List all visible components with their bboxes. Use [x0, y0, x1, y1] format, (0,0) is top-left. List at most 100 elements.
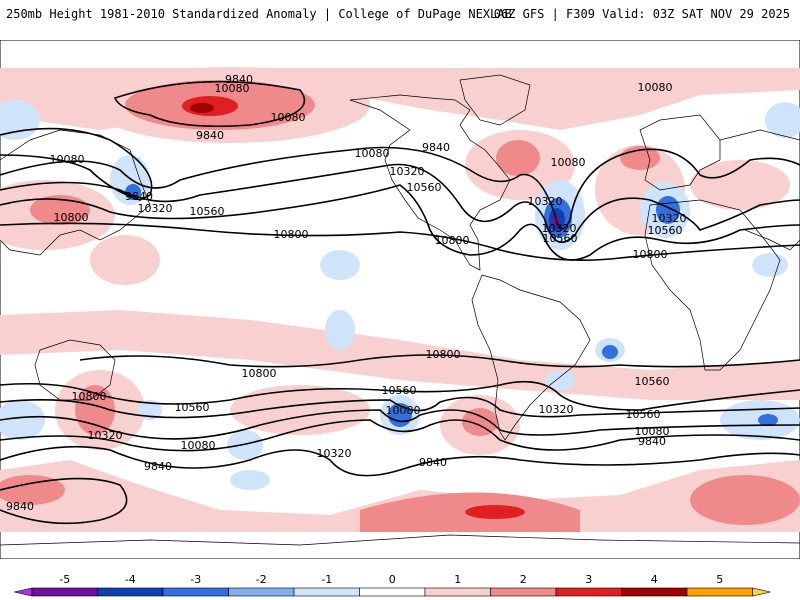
- contour-label: 10800: [274, 228, 309, 241]
- contour-label: 9840: [422, 141, 450, 154]
- contour-line: [0, 445, 800, 477]
- contour-label: 10320: [88, 429, 123, 442]
- neg-anomaly-strong: [602, 345, 618, 359]
- contour-label: 10320: [317, 447, 352, 460]
- colorbar-swatch: [490, 587, 557, 597]
- contour-labels: 9840 10080 9840 10080 9840 10320 10560 1…: [6, 73, 687, 513]
- neg-anomaly-shading: [230, 470, 270, 490]
- neg-anomaly-shading: [0, 400, 45, 440]
- coastline-australia: [34, 339, 116, 401]
- neg-anomaly-shading: [325, 310, 355, 350]
- contour-label: 10560: [648, 224, 683, 237]
- contour-label: 10800: [72, 390, 107, 403]
- contour-label: 10800: [633, 248, 668, 261]
- contour-line: [0, 396, 800, 419]
- contour-label: 9840: [144, 460, 172, 473]
- pos-anomaly-strong: [462, 408, 498, 436]
- contour-label: 10080: [386, 404, 421, 417]
- colorbar-swatch: [293, 587, 360, 597]
- contour-label: 10080: [271, 111, 306, 124]
- pos-anomaly-strong: [496, 140, 540, 176]
- contour-label: 10800: [435, 234, 470, 247]
- contour-line: [0, 163, 800, 244]
- neg-anomaly-shading: [138, 400, 162, 420]
- contour-label: 10320: [652, 212, 687, 225]
- colorbar-tick-label: -1: [321, 573, 332, 586]
- contour-label: 10080: [551, 156, 586, 169]
- colorbar-ticks: -5 -4 -3 -2 -1 0 1 2 3 4 5: [59, 573, 723, 586]
- strong-positive-anomaly-fills: [0, 80, 800, 532]
- colorbar-tick-label: 2: [520, 573, 527, 586]
- contour-label: 10560: [543, 232, 578, 245]
- colorbar-tick-label: -5: [59, 573, 70, 586]
- pos-anomaly-strong: [190, 103, 214, 113]
- colorbar-swatches: [13, 587, 771, 597]
- contour-line: [0, 146, 800, 230]
- neg-anomaly-shading: [545, 370, 575, 390]
- contour-label: 10080: [638, 81, 673, 94]
- contour-line: [0, 184, 800, 261]
- contour-label: 10560: [190, 205, 225, 218]
- contour-label: 10800: [242, 367, 277, 380]
- colorbar-swatch: [686, 587, 753, 597]
- contour-label: 10560: [635, 375, 670, 388]
- colorbar-tick-label: 3: [585, 573, 592, 586]
- contour-label: 10800: [54, 211, 89, 224]
- colorbar-tick-label: -3: [190, 573, 201, 586]
- contour-label: 10800: [426, 348, 461, 361]
- pos-anomaly-shading: [0, 460, 800, 532]
- anomaly-map: 9840 10080 9840 10080 9840 10320 10560 1…: [0, 40, 800, 559]
- contour-line: [0, 409, 800, 440]
- map-title: 250mb Height 1981-2010 Standardized Anom…: [6, 7, 512, 21]
- colorbar-swatch: [424, 587, 491, 597]
- contour-line: [0, 222, 800, 262]
- colorbar-swatch: [31, 587, 98, 597]
- neg-anomaly-shading: [752, 253, 788, 277]
- colorbar-end-low: [13, 587, 33, 597]
- pos-anomaly-strong: [30, 195, 90, 225]
- contour-line: [79, 354, 800, 368]
- colorbar-tick-label: 5: [716, 573, 723, 586]
- coastline-africa: [644, 199, 781, 371]
- coastline-asia-east: [719, 129, 800, 251]
- coastline-europe: [639, 114, 721, 191]
- colorbar-tick-label: 4: [651, 573, 658, 586]
- contour-label: 10080: [50, 153, 85, 166]
- contour-label: 10320: [390, 165, 425, 178]
- contour-label: 10320: [539, 403, 574, 416]
- neg-anomaly-strong: [758, 414, 778, 426]
- contour-label: 9840: [225, 73, 253, 86]
- colorbar-tick-label: 1: [454, 573, 461, 586]
- contour-line: [0, 477, 128, 525]
- height-contours: [0, 80, 800, 525]
- neg-anomaly-shading: [765, 102, 800, 138]
- pos-anomaly-strong: [465, 505, 525, 519]
- contour-line: [0, 419, 800, 452]
- coastline-greenland: [459, 74, 531, 126]
- colorbar-swatch: [162, 587, 229, 597]
- neg-anomaly-shading: [227, 430, 263, 460]
- contour-label: 10320: [138, 202, 173, 215]
- contour-line: [0, 380, 800, 411]
- coastline-asia: [0, 129, 151, 256]
- model-run-info: 06Z GFS | F309 Valid: 03Z SAT NOV 29 202…: [493, 7, 790, 21]
- pos-anomaly-shading: [90, 235, 160, 285]
- colorbar-swatch: [97, 587, 164, 597]
- colorbar-tick-label: -4: [125, 573, 136, 586]
- contour-label: 10560: [175, 401, 210, 414]
- contour-label: 9840: [638, 435, 666, 448]
- coastline-north-america: [349, 94, 511, 271]
- colorbar-swatch: [359, 587, 426, 597]
- colorbar-swatch: [555, 587, 622, 597]
- neg-anomaly-shading: [320, 250, 360, 280]
- contour-label: 9840: [125, 190, 153, 203]
- contour-label: 10080: [215, 82, 250, 95]
- contour-label: 10080: [181, 439, 216, 452]
- pos-anomaly-strong: [0, 475, 65, 505]
- contour-label: 10080: [355, 147, 390, 160]
- pos-anomaly-shading: [690, 160, 790, 210]
- contour-label: 10320: [528, 195, 563, 208]
- colorbar-swatch: [621, 587, 688, 597]
- coastline-antarctica: [0, 534, 800, 546]
- contour-label: 10080: [635, 425, 670, 438]
